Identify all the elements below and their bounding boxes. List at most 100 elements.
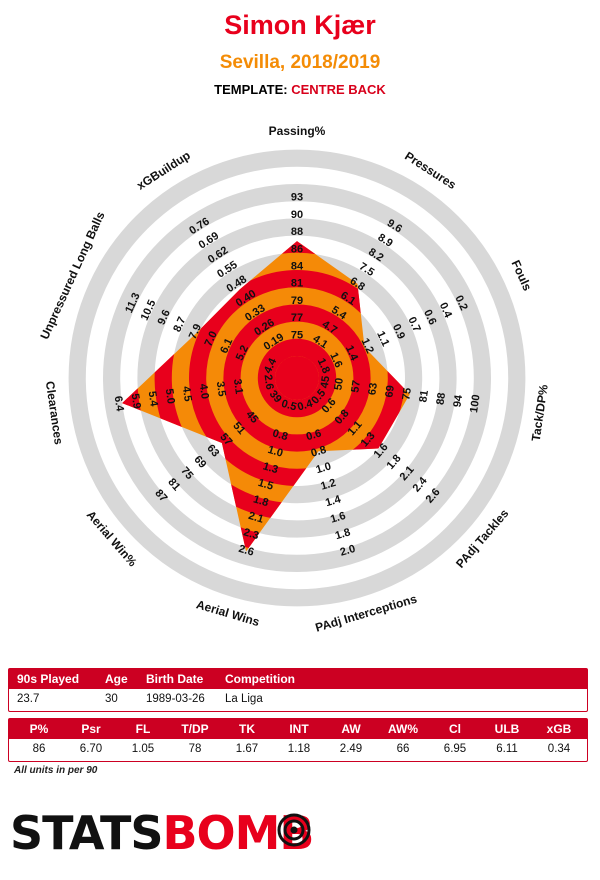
info-header-age: Age: [105, 672, 128, 686]
red-ring-1: [223, 304, 371, 452]
tick-label-2-4: 0.9: [390, 322, 407, 341]
tick-label-5-1: 0.8: [310, 444, 328, 460]
stat-value-xgb: 0.34: [547, 743, 571, 755]
tick-label-5-2: 1.0: [315, 460, 333, 476]
template-label: TEMPLATE:: [214, 82, 288, 97]
stat-header-p-pct: P%: [29, 722, 49, 736]
tick-label-8-7: 6.4: [112, 395, 126, 413]
tick-label-5-6: 1.8: [334, 526, 352, 542]
info-header-competition: Competition: [225, 672, 295, 686]
axis-label-8: Clearances: [43, 380, 66, 446]
tick-label-0-2: 79: [291, 295, 303, 307]
info-table: 90s Played Age Birth Date Competition 23…: [8, 668, 588, 712]
tick-label-3-4: 75: [400, 387, 414, 401]
tick-label-8-6: 5.9: [129, 393, 143, 410]
tick-label-3-5: 81: [417, 389, 431, 403]
inner-tick-6-0: 0.5: [280, 398, 298, 414]
info-header-90s: 90s Played: [17, 672, 80, 686]
tick-label-6-0: 0.8: [271, 427, 289, 443]
target-icon: [277, 813, 311, 847]
tick-label-9-3: 7.9: [187, 322, 204, 341]
stat-header-psr: Psr: [81, 722, 101, 736]
stat-header-int: INT: [289, 722, 309, 736]
tick-label-2-0: 1.6: [327, 351, 344, 370]
stat-value-fl: 1.05: [131, 743, 155, 755]
inner-tick-2-0: 1.8: [315, 357, 332, 376]
tick-label-9-0: 5.2: [234, 344, 251, 363]
tick-label-8-4: 5.0: [163, 388, 177, 405]
tick-label-3-6: 88: [434, 392, 448, 406]
units-footnote: All units in per 90: [14, 765, 98, 776]
stat-value-cl: 6.95: [443, 743, 467, 755]
tick-label-6-2: 1.3: [261, 460, 279, 476]
tick-label-6-3: 1.5: [257, 477, 275, 493]
tick-label-8-5: 5.4: [146, 390, 160, 408]
tick-label-3-3: 69: [383, 384, 397, 398]
tick-label-5-3: 1.2: [319, 477, 337, 493]
stats-table: P% Psr FL T/DP TK INT AW AW% Cl ULB xGB …: [8, 718, 588, 762]
tick-label-3-8: 100: [468, 394, 482, 414]
template-value: CENTRE BACK: [291, 82, 386, 97]
tick-label-3-1: 57: [349, 380, 363, 394]
stat-header-cl: Cl: [449, 722, 461, 736]
info-value-birth-date: 1989-03-26: [146, 693, 205, 705]
grey-ring-3: [137, 218, 457, 538]
red-ring-0: [257, 338, 337, 418]
tick-label-0-3: 81: [291, 278, 303, 290]
statsbomb-logo: STATSBOMB: [10, 806, 315, 860]
tick-label-0-7: 90: [291, 209, 303, 221]
stat-header-tdp: T/DP: [181, 722, 209, 736]
tick-label-0-5: 86: [291, 243, 303, 255]
inner-tick-8-0: 2.6: [261, 374, 275, 391]
tick-label-9-5: 9.6: [156, 308, 173, 327]
info-table-header: 90s Played Age Birth Date Competition: [9, 669, 587, 689]
tick-label-8-1: 3.5: [214, 381, 228, 398]
tick-label-0-6: 88: [291, 226, 303, 238]
info-value-age: 30: [105, 693, 118, 705]
tick-label-0-1: 77: [291, 312, 303, 324]
axis-label-2: Fouls: [509, 258, 535, 293]
tick-label-0-0: 75: [291, 329, 303, 341]
stat-header-aw-pct: AW%: [388, 722, 418, 736]
stat-header-tk: TK: [239, 722, 255, 736]
radar-center: [275, 356, 319, 400]
stat-value-ulb: 6.11: [496, 743, 518, 755]
tick-label-3-7: 94: [451, 393, 465, 408]
info-value-competition: La Liga: [225, 693, 263, 705]
info-table-row: 23.7 30 1989-03-26 La Liga: [9, 689, 587, 709]
info-value-90s: 23.7: [17, 693, 40, 705]
grey-ring-5: [68, 149, 526, 607]
tick-label-6-5: 2.1: [247, 510, 265, 526]
tick-label-3-0: 50: [332, 377, 346, 391]
tick-label-8-0: 3.1: [231, 378, 245, 395]
grey-ring-4: [103, 184, 491, 572]
tick-label-6-7: 2.6: [237, 543, 255, 559]
club-season: Sevilla, 2018/2019: [219, 52, 381, 73]
tick-label-5-4: 1.4: [324, 493, 343, 509]
stat-header-xgb: xGB: [546, 722, 572, 736]
tick-label-9-4: 8.7: [171, 315, 188, 334]
inner-tick-5-0: 0.4: [296, 397, 315, 413]
tick-label-3-2: 63: [366, 382, 380, 396]
stat-header-fl: FL: [135, 722, 151, 736]
stat-header-ulb: ULB: [494, 722, 520, 736]
stat-value-tdp: 78: [188, 743, 202, 755]
tick-label-6-4: 1.8: [252, 493, 270, 509]
tick-label-2-6: 0.6: [421, 308, 438, 327]
tick-label-2-3: 1.1: [374, 329, 391, 348]
stat-value-aw: 2.49: [339, 743, 363, 755]
stats-table-row: 86 6.70 1.05 78 1.67 1.18 2.49 66 6.95 6…: [9, 739, 587, 759]
template-line: TEMPLATE: CENTRE BACK: [0, 82, 600, 97]
tick-label-9-2: 7.0: [203, 329, 220, 348]
tick-label-5-7: 2.0: [339, 543, 357, 559]
logo-text-stats: STATS: [10, 806, 163, 860]
stat-header-aw: AW: [341, 722, 361, 736]
inner-tick-3-0: 45: [319, 375, 333, 389]
tick-label-0-4: 84: [291, 261, 304, 273]
stat-value-tk: 1.67: [235, 743, 259, 755]
player-name: Simon Kjær: [224, 10, 376, 40]
tick-label-8-2: 4.0: [197, 383, 211, 400]
tick-label-2-8: 0.2: [452, 294, 469, 313]
stat-value-aw-pct: 66: [396, 743, 410, 755]
radar-chart: 757779818486889093Passing%4.14.75.46.16.…: [37, 124, 550, 635]
